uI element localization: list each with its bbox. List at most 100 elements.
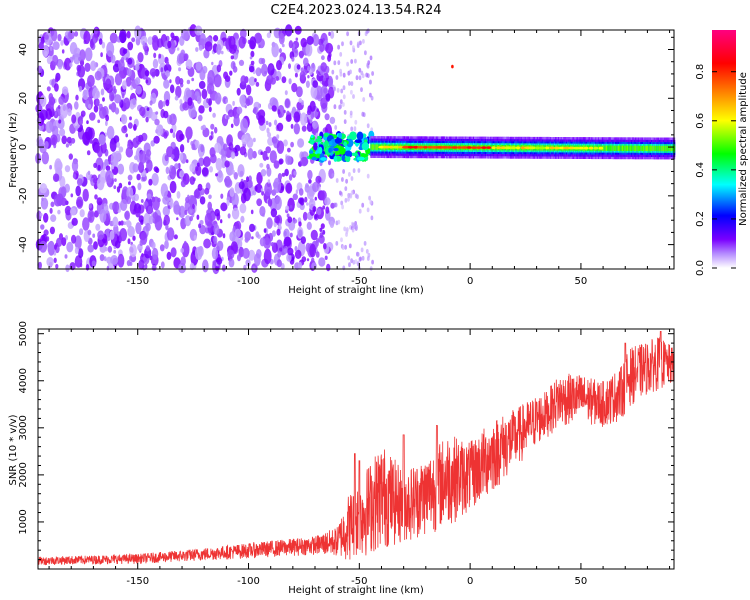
heatmap-cell [286,213,290,218]
heatmap-cell [611,145,613,151]
heatmap-cell [171,166,176,176]
heatmap-cell [51,28,58,42]
heatmap-cell [193,189,200,199]
heatmap-cell [343,110,347,115]
heatmap-cell [288,40,294,49]
heatmap-cell [324,255,328,260]
heatmap-cell [369,79,372,85]
heatmap-cell [229,187,235,198]
heatmap-cell [185,89,193,98]
heatmap-cell [47,241,55,251]
heatmap-cell [341,245,345,251]
heatmap-cell [656,145,658,152]
heatmap-cell [125,133,128,138]
heatmap-cell [74,101,79,110]
heatmap-cell [354,259,358,264]
heatmap-cell [89,138,93,144]
heatmap-cell [198,44,203,51]
heatmap-cell [40,224,45,230]
heatmap-cell [249,223,255,233]
heatmap-cell [109,105,112,110]
heatmap-cell [54,83,59,92]
heatmap-cell [296,86,303,98]
heatmap-cell [39,183,48,194]
heatmap-cell [70,137,76,144]
heatmap-cell [199,69,206,81]
heatmap-cell [350,152,359,156]
heatmap-cell [249,56,253,60]
heatmap-cell [54,244,57,250]
heatmap-cell [358,208,362,214]
heatmap-cell [314,196,317,201]
heatmap-cell [151,241,156,250]
heatmap-cell [635,145,637,152]
heatmap-cell [165,166,170,175]
heatmap-cell [39,212,43,217]
heatmap-cell [52,41,60,50]
heatmap-cell [549,146,555,150]
heatmap-cell [350,190,354,196]
heatmap-cell [126,30,131,39]
heatmap-cell [64,254,68,259]
heatmap-cell [260,169,267,177]
heatmap-cell [609,145,612,151]
heatmap-cell [308,179,312,184]
heatmap-cell [335,241,339,246]
heatmap-cell [193,234,197,241]
heatmap-cell [110,255,119,265]
heatmap-cell [227,249,235,260]
heatmap-cell [319,43,325,52]
heatmap-cell [253,137,256,143]
heatmap-cell [192,203,195,209]
heatmap-cell [246,176,249,183]
heatmap-cell [269,64,273,71]
heatmap-cell [164,154,169,162]
heatmap-cell [306,258,310,262]
heatmap-cell [174,95,179,101]
heatmap-cell [46,56,53,65]
heatmap-cell [328,141,333,146]
heatmap-cell [180,248,185,253]
heatmap-cell [163,214,170,226]
heatmap-cell [328,147,332,154]
heatmap-cell [176,191,181,199]
heatmap-cell [127,174,133,181]
heatmap-cell [366,173,370,179]
heatmap-cell [120,220,124,226]
heatmap-cell [657,145,660,152]
heatmap-cell [640,145,642,152]
heatmap-cell [140,219,144,225]
heatmap-cell [283,228,290,240]
heatmap-cell [75,125,78,131]
heatmap-cell [631,145,633,151]
heatmap-cell [167,205,171,209]
heatmap-cell [149,68,157,77]
heatmap-cell [322,205,326,210]
heatmap-cell [274,119,278,126]
heatmap-cell [93,105,99,113]
heatmap-cell [139,106,146,117]
heatmap-cell [355,224,358,230]
heatmap-cell [230,151,236,159]
heatmap-y-ticks: -40 -20 0 20 40 [18,36,674,258]
heatmap-cell [299,50,304,59]
heatmap-cell [309,118,313,124]
heatmap-cell [54,111,58,116]
heatmap-cell [362,39,365,44]
heatmap-cell [114,178,117,183]
heatmap-cell [292,193,298,201]
heatmap-cell [287,216,293,223]
heatmap-cell [520,146,526,150]
heatmap-cell [370,95,374,101]
heatmap-cell [654,145,657,152]
heatmap-cell [273,177,282,193]
heatmap-cell [345,178,348,184]
heatmap-cell [203,49,210,59]
heatmap-cell [261,58,266,65]
heatmap-cell [269,97,278,107]
heatmap-cell [179,133,185,141]
heatmap-cell [117,253,125,268]
snr-frame [37,328,675,570]
heatmap-cell [344,244,347,250]
heatmap-cell [649,145,652,152]
